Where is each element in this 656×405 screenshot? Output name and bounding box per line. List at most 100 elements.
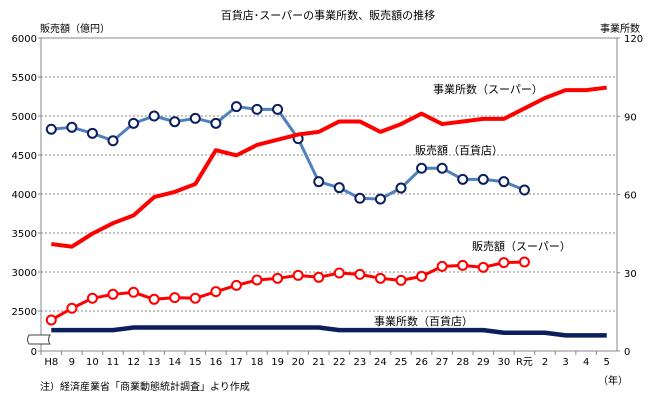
x-tick-label: 9 [69, 357, 75, 368]
data-point [374, 193, 386, 205]
x-tick-label: 3 [562, 357, 568, 368]
data-point [498, 176, 510, 188]
data-point [251, 103, 263, 115]
data-point [148, 293, 160, 305]
y-left-tick-label: 0 [31, 347, 37, 358]
data-point [313, 176, 325, 188]
data-point [457, 173, 469, 185]
data-point [333, 267, 345, 279]
data-point [230, 279, 242, 291]
series-line [51, 85, 607, 249]
data-point [477, 261, 489, 273]
data-point [292, 269, 304, 281]
axis-break-icon [27, 334, 51, 345]
x-tick-label: 27 [436, 357, 449, 368]
x-tick-label: 28 [456, 357, 469, 368]
chart-title: 百貨店･スーパーの事業所数、販売額の推移 [221, 8, 435, 22]
x-tick-label: 10 [86, 357, 99, 368]
y-left-tick-label: 3500 [12, 229, 37, 240]
y-right-tick-label: 30 [624, 269, 637, 280]
x-tick-label: 18 [251, 357, 264, 368]
data-point [86, 127, 98, 139]
y-left-tick-label: 5500 [12, 73, 37, 84]
data-point [313, 271, 325, 283]
x-tick-label: 25 [395, 357, 408, 368]
x-tick-label: 21 [312, 357, 325, 368]
data-point [210, 286, 222, 298]
series-label-sales-department: 販売額（百貨店） [415, 143, 503, 157]
x-tick-label: R元 [516, 357, 533, 368]
y-right-tick-label: 90 [624, 112, 637, 123]
y-left-tick-label: 6000 [12, 34, 37, 45]
data-point [189, 292, 201, 304]
data-point [518, 256, 530, 268]
data-point [395, 182, 407, 194]
data-point [436, 162, 448, 174]
x-tick-label: 19 [271, 357, 284, 368]
data-point [416, 270, 428, 282]
x-tick-label: 5 [604, 357, 610, 368]
series-label-stores-supermarket: 事業所数（スーパー） [433, 83, 543, 96]
data-point [45, 314, 57, 326]
x-tick-label: H8 [44, 357, 58, 368]
series-line [51, 325, 607, 338]
data-point [107, 135, 119, 147]
y-right-tick-label: 60 [624, 191, 637, 202]
x-tick-label: 26 [415, 357, 428, 368]
y-left-tick-label: 4000 [12, 190, 37, 201]
series-label-stores-department: 事業所数（百貨店） [374, 314, 473, 328]
x-tick-label: 20 [292, 357, 305, 368]
x-tick-label: 16 [209, 357, 222, 368]
data-point [66, 121, 78, 133]
x-tick-label: 23 [353, 357, 366, 368]
data-point [169, 116, 181, 128]
data-point [436, 260, 448, 272]
x-tick-label: 24 [374, 357, 387, 368]
data-point [498, 257, 510, 269]
x-tick-label: 2 [542, 357, 548, 368]
data-point [128, 286, 140, 298]
data-point [230, 101, 242, 113]
data-point [189, 112, 201, 124]
y-left-label: 販売額（億円） [40, 22, 110, 35]
data-point [416, 162, 428, 174]
x-tick-label: 15 [189, 357, 202, 368]
data-point [107, 288, 119, 300]
data-point [518, 184, 530, 196]
x-tick-label: 11 [107, 357, 120, 368]
data-point [333, 182, 345, 194]
data-point [457, 259, 469, 271]
data-point [272, 103, 284, 115]
x-tick-label: 17 [230, 357, 243, 368]
data-point [210, 117, 222, 129]
data-point [374, 272, 386, 284]
x-tick-label: 14 [168, 357, 181, 368]
data-point [169, 292, 181, 304]
x-tick-label: 4 [583, 357, 589, 368]
x-unit-label: （年） [598, 374, 628, 387]
x-tick-label: 30 [497, 357, 510, 368]
data-point [354, 192, 366, 204]
y-left-tick-label: 2500 [12, 307, 37, 318]
source-note: 注）経済産業省「商業動態統計調査」より作成 [40, 380, 250, 393]
data-point [86, 292, 98, 304]
data-point [395, 274, 407, 286]
data-point [354, 268, 366, 280]
x-tick-label: 29 [477, 357, 490, 368]
data-point [251, 274, 263, 286]
data-point [66, 302, 78, 314]
data-point [272, 272, 284, 284]
y-right-label: 事業所数 [600, 22, 640, 35]
y-right-tick-label: 0 [624, 347, 630, 358]
y-right-tick-label: 120 [624, 34, 643, 45]
data-point [45, 123, 57, 135]
y-left-tick-label: 4500 [12, 151, 37, 162]
x-tick-label: 13 [148, 357, 161, 368]
data-point [128, 117, 140, 129]
x-tick-label: 12 [127, 357, 140, 368]
y-left-tick-label: 5000 [12, 112, 37, 123]
x-tick-label: 22 [333, 357, 346, 368]
data-point [148, 110, 160, 122]
series-label-sales-supermarket: 販売額（スーパー） [472, 240, 571, 253]
